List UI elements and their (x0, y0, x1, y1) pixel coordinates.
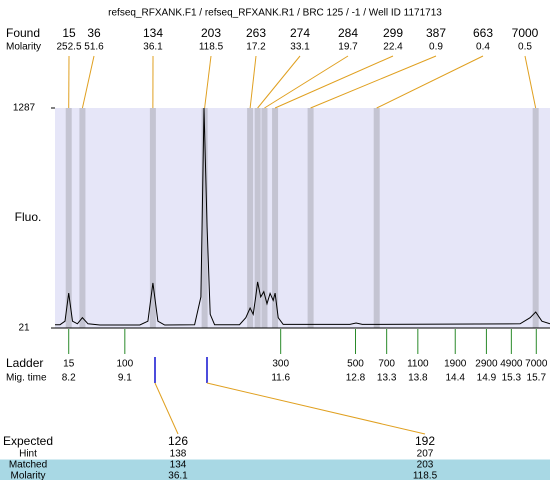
found-size: 299 (383, 26, 403, 40)
ladder-size: 300 (272, 359, 289, 370)
found-size: 15 (62, 26, 76, 40)
leader-line (249, 55, 257, 109)
found-size: 203 (201, 26, 221, 40)
expected-label: Expected (3, 434, 53, 448)
peak-band (247, 108, 254, 328)
found-size: 36 (87, 26, 101, 40)
expected-size: 192 (415, 434, 435, 448)
found-molarity: 0.5 (518, 42, 532, 53)
ladder-size: 500 (347, 359, 364, 370)
leader-line (264, 55, 349, 109)
found-size: 7000 (512, 26, 539, 40)
peak-band (65, 108, 72, 328)
found-molarity: 0.9 (429, 42, 443, 53)
mig-time: 14.4 (446, 373, 466, 384)
row-label: Molarity (10, 471, 45, 480)
leader-line (204, 55, 212, 109)
title: refseq_RFXANK.F1 / refseq_RFXANK.R1 / BR… (108, 8, 442, 19)
found-molarity: 17.2 (246, 42, 266, 53)
mig-time: 14.9 (477, 373, 497, 384)
found-molarity: 22.4 (383, 42, 403, 53)
molarity-label: Molarity (6, 42, 41, 53)
y-label: Fluo. (15, 210, 42, 224)
trace (55, 107, 550, 326)
peak-band (532, 108, 539, 328)
expected-size: 126 (168, 434, 188, 448)
ladder-size: 1900 (444, 359, 467, 370)
plot-area (55, 108, 550, 328)
mig-time: 13.3 (377, 373, 397, 384)
leader-line (524, 55, 537, 109)
row-value: 118.5 (413, 471, 438, 480)
peak-band (201, 108, 208, 328)
mig-time: 11.6 (271, 373, 290, 384)
ladder-size: 15 (63, 359, 75, 370)
leader-line (274, 55, 394, 109)
row-value: 203 (417, 460, 434, 471)
mig-time: 8.2 (62, 373, 76, 384)
expected-leader (206, 382, 426, 435)
found-molarity: 19.7 (338, 42, 358, 53)
row-label: Hint (19, 449, 37, 460)
row-highlight (0, 459, 550, 471)
found-molarity: 33.1 (290, 42, 310, 53)
peak-band (307, 108, 314, 328)
ladder-size: 4900 (500, 359, 523, 370)
row-value: 36.1 (168, 471, 188, 480)
mig-time: 13.8 (408, 373, 428, 384)
found-molarity: 252.5 (56, 42, 81, 53)
found-size: 663 (473, 26, 493, 40)
found-size: 263 (246, 26, 266, 40)
found-molarity: 36.1 (143, 42, 163, 53)
ladder-size: 2900 (475, 359, 498, 370)
found-molarity: 51.6 (84, 42, 104, 53)
row-value: 134 (170, 460, 187, 471)
mig-time: 12.8 (346, 373, 366, 384)
peak-band (79, 108, 86, 328)
ladder-size: 100 (116, 359, 133, 370)
ladder-size: 700 (378, 359, 395, 370)
found-size: 387 (426, 26, 446, 40)
y-tick-label: 21 (18, 323, 30, 334)
row-highlight (0, 470, 550, 480)
peak-band (272, 108, 279, 328)
mig-time: 9.1 (118, 373, 132, 384)
found-size: 284 (338, 26, 358, 40)
peak-band (254, 108, 261, 328)
peak-band (261, 108, 268, 328)
mig-time: 15.3 (502, 373, 522, 384)
row-label: Matched (9, 460, 47, 471)
found-size: 274 (290, 26, 310, 40)
found-molarity: 0.4 (476, 42, 490, 53)
y-tick-label: 1287 (13, 103, 36, 114)
row-value: 207 (417, 449, 434, 460)
ladder-size: 1100 (407, 359, 429, 370)
found-molarity: 118.5 (199, 42, 224, 53)
leader-line (310, 55, 437, 109)
mig-time-label: Mig. time (6, 373, 47, 384)
leader-line (81, 55, 95, 109)
ladder-label: Ladder (6, 356, 43, 370)
found-label: Found (6, 26, 40, 40)
peak-band (149, 108, 156, 328)
expected-leader (154, 382, 179, 435)
leader-line (376, 55, 484, 109)
mig-time: 15.7 (527, 373, 547, 384)
found-size: 134 (143, 26, 163, 40)
peak-band (373, 108, 380, 328)
ladder-size: 7000 (525, 359, 548, 370)
row-value: 138 (170, 449, 187, 460)
leader-line (257, 55, 301, 109)
